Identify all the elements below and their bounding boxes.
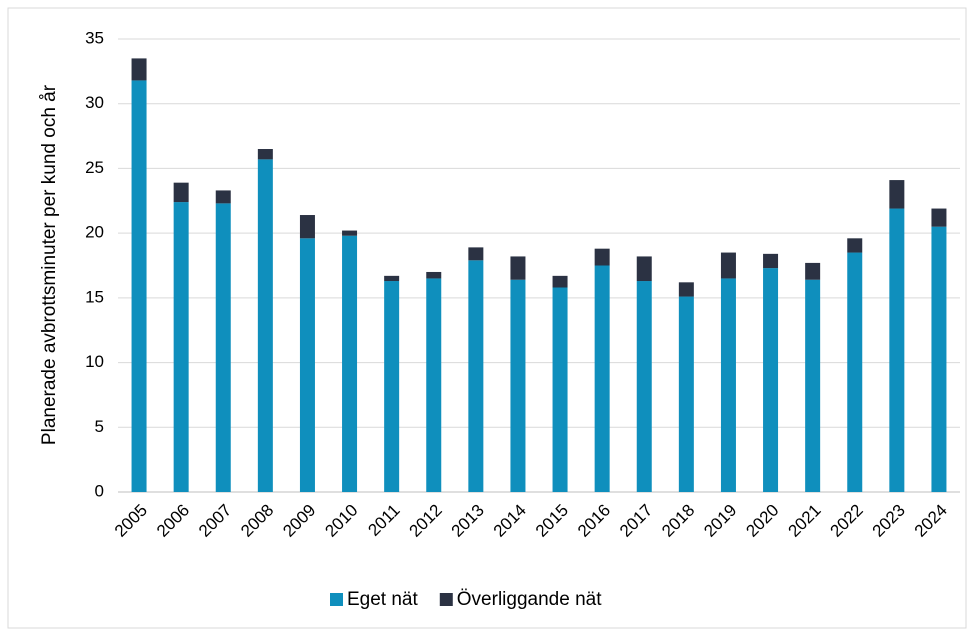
bar-segment (720, 252, 736, 279)
y-tick-label: 35 (85, 28, 104, 47)
legend-label: Överliggande nät (457, 589, 602, 610)
bar-segment (257, 149, 273, 160)
bar-segment (889, 180, 905, 209)
y-tick-label: 30 (85, 93, 104, 112)
bar-segment (552, 287, 568, 492)
bar-segment (931, 226, 947, 492)
bar-segment (468, 247, 484, 261)
bar-segment (594, 265, 610, 492)
y-tick-label: 20 (85, 223, 104, 242)
legend-swatch (439, 593, 453, 606)
bar-segment (805, 262, 821, 280)
bar-segment (384, 281, 400, 492)
bar-segment (426, 271, 442, 279)
bar-segment (720, 278, 736, 492)
bar-segment (257, 159, 273, 492)
bar-segment (131, 58, 147, 81)
bar-segment (131, 80, 147, 492)
bar-segment (889, 208, 905, 492)
bar-segment (931, 208, 947, 227)
bar-segment (173, 182, 189, 203)
bar-segment (215, 203, 231, 493)
bar-segment (805, 279, 821, 492)
y-tick-label: 15 (85, 287, 104, 306)
bar-segment (763, 268, 779, 492)
bar-segment (847, 238, 863, 253)
bar-segment (678, 282, 694, 297)
y-axis-label: Planerade avbrottsminuter per kund och å… (39, 84, 60, 445)
y-tick-label: 25 (85, 158, 104, 177)
bar-segment (299, 238, 315, 492)
bar-segment (426, 278, 442, 492)
bar-segment (173, 202, 189, 492)
y-tick-label: 10 (85, 352, 104, 371)
bar-segment (636, 256, 652, 282)
bar-segment (510, 279, 526, 492)
bar-segment (594, 248, 610, 266)
bar-segment (342, 230, 358, 236)
bar-segment (384, 275, 400, 282)
bar-segment (299, 215, 315, 239)
bar-segment (678, 296, 694, 492)
bar-segment (636, 281, 652, 492)
bar-segment (763, 253, 779, 269)
bar-segment (468, 260, 484, 492)
legend-label: Eget nät (347, 589, 418, 610)
y-tick-label: 0 (95, 481, 104, 500)
bar-segment (552, 275, 568, 288)
bar-segment (510, 256, 526, 280)
legend-swatch (330, 593, 343, 606)
bar-segment (342, 235, 358, 492)
y-tick-label: 5 (95, 417, 104, 436)
bar-segment (215, 190, 231, 204)
chart-border (7, 7, 967, 629)
bar-segment (847, 252, 863, 492)
